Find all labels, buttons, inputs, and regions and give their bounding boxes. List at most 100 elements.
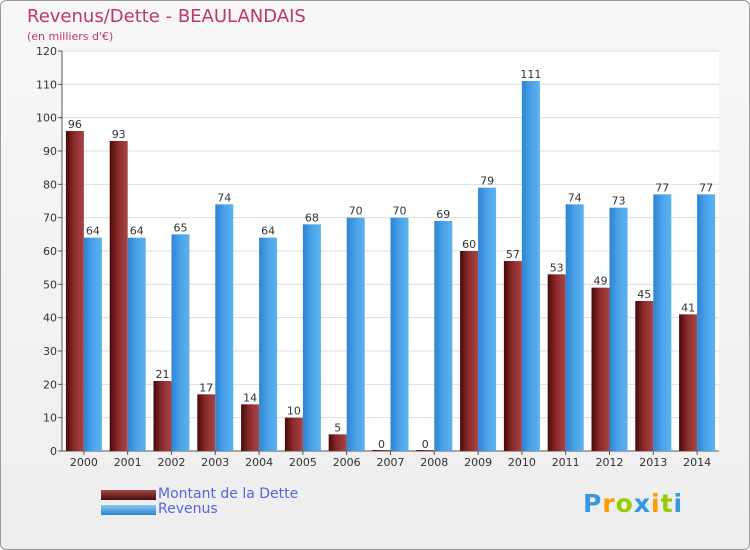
data-label: 77 — [699, 181, 713, 194]
y-tick-label: 90 — [43, 145, 57, 158]
bar-dette — [460, 251, 479, 451]
data-label: 45 — [637, 288, 651, 301]
bar-revenus — [565, 204, 584, 451]
chart-title: Revenus/Dette - BEAULANDAIS — [27, 6, 306, 27]
legend-item-revenus: Revenus — [101, 502, 298, 517]
bar-revenus — [697, 194, 716, 452]
bar-revenus — [609, 207, 628, 451]
data-label: 74 — [217, 191, 231, 204]
bar-revenus — [302, 224, 321, 451]
data-label: 64 — [261, 225, 275, 238]
x-tick-label: 2014 — [683, 456, 711, 469]
data-label: 64 — [130, 225, 144, 238]
x-tick-label: 2010 — [508, 456, 536, 469]
data-label: 65 — [174, 221, 188, 234]
data-label: 64 — [86, 225, 100, 238]
logo-letter: o — [615, 489, 634, 518]
bar-dette — [591, 287, 610, 451]
y-tick-label: 50 — [43, 278, 57, 291]
bar-dette — [153, 381, 172, 451]
data-label: 93 — [112, 128, 126, 141]
bar-revenus — [83, 237, 102, 451]
y-tick-label: 120 — [36, 45, 57, 58]
x-tick-label: 2000 — [70, 456, 98, 469]
bar-revenus — [521, 81, 540, 451]
legend-item-dette: Montant de la Dette — [101, 487, 298, 502]
bar-revenus — [171, 234, 190, 451]
bar-dette — [635, 301, 654, 451]
legend: Montant de la Dette Revenus — [101, 487, 298, 517]
data-label: 53 — [550, 261, 564, 274]
bar-dette — [284, 417, 303, 451]
legend-swatch-dette — [101, 489, 156, 500]
x-tick-label: 2013 — [639, 456, 667, 469]
x-tick-label: 2008 — [420, 456, 448, 469]
x-tick-label: 2005 — [289, 456, 317, 469]
x-tick-label: 2004 — [245, 456, 273, 469]
data-label: 70 — [393, 205, 407, 218]
data-label: 60 — [462, 238, 476, 251]
data-label: 96 — [68, 118, 82, 131]
data-label: 73 — [612, 195, 626, 208]
x-tick-label: 2009 — [464, 456, 492, 469]
y-tick-label: 80 — [43, 178, 57, 191]
legend-label-revenus: Revenus — [158, 501, 218, 517]
proxiti-logo: Proxiti — [583, 489, 683, 518]
x-tick-label: 2001 — [114, 456, 142, 469]
data-label: 41 — [681, 301, 695, 314]
data-label: 21 — [156, 368, 170, 381]
bar-revenus — [346, 217, 365, 451]
data-label: 0 — [378, 438, 385, 451]
bar-revenus — [259, 237, 278, 451]
data-label: 0 — [422, 438, 429, 451]
data-label: 57 — [506, 248, 520, 261]
logo-letter: i — [651, 489, 661, 518]
y-tick-label: 0 — [50, 445, 57, 458]
data-label: 111 — [520, 68, 541, 81]
logo-letter: x — [633, 489, 651, 518]
bar-dette — [197, 394, 216, 451]
logo-letter: r — [602, 489, 616, 518]
y-tick-label: 40 — [43, 312, 57, 325]
x-tick-label: 2011 — [552, 456, 580, 469]
logo-letter: i — [673, 489, 684, 518]
data-label: 70 — [349, 205, 363, 218]
data-label: 77 — [655, 181, 669, 194]
bar-revenus — [478, 187, 497, 451]
bar-revenus — [127, 237, 146, 451]
bar-dette — [679, 314, 698, 451]
bar-dette — [109, 141, 128, 451]
data-label: 14 — [243, 391, 257, 404]
legend-swatch-revenus — [101, 504, 156, 515]
bar-revenus — [215, 204, 234, 451]
y-tick-label: 100 — [36, 112, 57, 125]
y-tick-label: 110 — [36, 78, 57, 91]
data-label: 17 — [199, 381, 213, 394]
x-tick-label: 2012 — [596, 456, 624, 469]
data-label: 10 — [287, 405, 301, 418]
bar-revenus — [390, 217, 409, 451]
bar-dette — [65, 131, 84, 451]
y-tick-label: 30 — [43, 345, 57, 358]
logo-letter: P — [583, 489, 603, 518]
y-tick-label: 60 — [43, 245, 57, 258]
data-label: 5 — [334, 421, 341, 434]
x-tick-label: 2002 — [158, 456, 186, 469]
x-tick-label: 2007 — [377, 456, 405, 469]
bar-dette — [241, 404, 260, 451]
logo-letter: t — [660, 489, 674, 518]
x-tick-label: 2003 — [201, 456, 229, 469]
legend-label-dette: Montant de la Dette — [158, 486, 299, 502]
bar-revenus — [434, 221, 453, 451]
bar-dette — [547, 274, 566, 451]
bar-dette — [416, 450, 435, 451]
data-label: 79 — [480, 175, 494, 188]
y-tick-label: 70 — [43, 212, 57, 225]
bar-dette — [328, 434, 347, 451]
data-label: 49 — [594, 275, 608, 288]
bar-dette — [503, 261, 522, 451]
y-tick-label: 10 — [43, 412, 57, 425]
x-tick-label: 2006 — [333, 456, 361, 469]
